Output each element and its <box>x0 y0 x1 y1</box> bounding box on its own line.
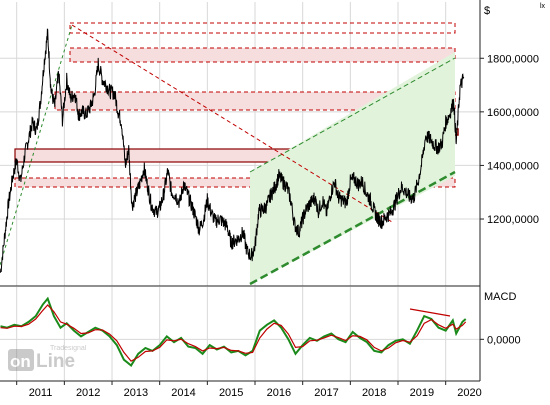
price-tick-label-1200: 1200,0000 <box>487 214 539 226</box>
watermark-small: Tradesignal <box>50 345 87 352</box>
price-tick-label-1800: 1800,0000 <box>487 53 539 65</box>
year-label-2016: 2016 <box>267 387 291 399</box>
support-zone-1300 <box>14 177 456 188</box>
year-label-2012: 2012 <box>76 387 100 399</box>
year-axis-labels: 2011 2012 2013 2014 2015 2016 2017 2018 2019 2020 <box>16 381 482 399</box>
year-label-2014: 2014 <box>171 387 195 399</box>
macd-title: MACD <box>484 291 516 303</box>
price-line <box>0 28 465 273</box>
price-tick-label-1400: 1400,0000 <box>487 160 539 172</box>
watermark-on: on <box>10 352 31 371</box>
watermark: on Line Tradesignal <box>8 345 87 372</box>
currency-label: $ <box>484 5 490 17</box>
year-label-2018: 2018 <box>362 387 386 399</box>
channel-lower-line <box>249 170 456 286</box>
macd-divergence-line <box>409 308 451 317</box>
year-label-2013: 2013 <box>124 387 148 399</box>
watermark-badge <box>8 349 34 371</box>
macd-line <box>0 296 467 367</box>
year-label-2019: 2019 <box>410 387 434 399</box>
year-label-2017: 2017 <box>314 387 338 399</box>
macd-axis-labels: 0,0000 <box>480 334 521 346</box>
support-resistance-zones <box>14 22 459 188</box>
watermark-line: Line <box>36 351 75 372</box>
resistance-zone-top <box>69 22 456 34</box>
corner-mark: lx <box>540 3 546 10</box>
channel-upper-line <box>249 57 456 173</box>
year-label-2015: 2015 <box>219 387 243 399</box>
macd-tick-label-0: 0,0000 <box>487 334 521 346</box>
macd-series <box>0 296 467 367</box>
price-axis-labels: 1200,0000 1400,0000 1600,0000 1800,0000 <box>480 53 539 226</box>
year-label-2011: 2011 <box>29 387 53 399</box>
price-series <box>0 28 465 273</box>
year-label-2020: 2020 <box>457 387 481 399</box>
macd-grid <box>0 287 480 380</box>
price-tick-label-1600: 1600,0000 <box>487 107 539 119</box>
macd-signal-line <box>0 304 467 362</box>
